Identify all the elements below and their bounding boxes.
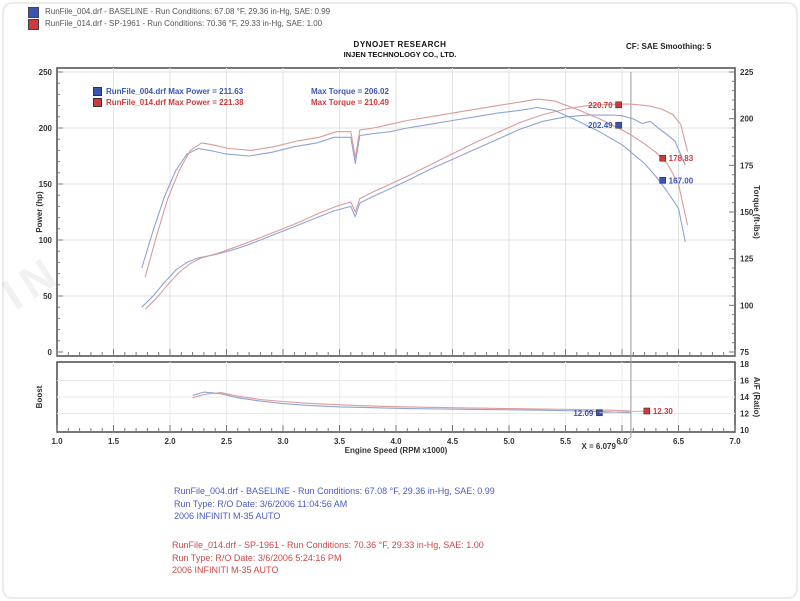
callout-marker — [659, 154, 666, 162]
correction-smoothing-label: CF: SAE Smoothing: 5 — [626, 42, 712, 51]
baseline-afr-curve — [192, 391, 632, 414]
rpm-tick-label: 2.0 — [164, 437, 176, 446]
sp1961-conditions-line: RunFile_014.drf - SP-1961 - Run Conditio… — [172, 540, 484, 550]
baseline-max-torque: Max Torque = 206.02 — [311, 87, 389, 96]
torque-tick-label: 75 — [740, 348, 749, 357]
baseline-vehicle-line: 2006 INFINITI M-35 AUTO — [174, 511, 281, 521]
torque-tick-label: 125 — [740, 255, 754, 264]
max-values-baseline: RunFile_004.drf Max Power = 211.63 Max T… — [93, 86, 389, 97]
callout-value: 202.49 — [588, 121, 613, 130]
legend-row-baseline: RunFile_004.drf - BASELINE - Run Conditi… — [28, 6, 330, 18]
afr-tick-label: 10 — [740, 426, 749, 435]
power-tick-label: 150 — [39, 180, 53, 189]
power-axis-title: Power (hp) — [35, 191, 44, 233]
rpm-tick-label: 6.0 — [616, 437, 628, 446]
callout-marker — [643, 407, 651, 415]
run-file-legend: RunFile_004.drf - BASELINE - Run Conditi… — [28, 6, 330, 30]
afr-tick-label: 16 — [740, 377, 749, 386]
torque-axis-title: Torque (ft-lbs) — [752, 185, 761, 239]
sp1961-afr-curve — [192, 391, 632, 412]
afr-axis-title: A/F (Ratio) — [752, 377, 761, 418]
callout-value: 12.30 — [653, 407, 674, 416]
rpm-tick-label: 6.5 — [673, 437, 685, 446]
callout-marker — [615, 121, 622, 129]
baseline-torque-curve — [141, 106, 686, 269]
power-tick-label: 0 — [48, 348, 53, 357]
torque-tick-label: 200 — [740, 115, 754, 124]
legend-row-sp1961-text: RunFile_014.drf - SP-1961 - Run Conditio… — [45, 19, 323, 28]
power-tick-label: 100 — [39, 236, 53, 245]
afr-tick-label: 14 — [740, 393, 749, 402]
sp1961-torque-curve — [144, 98, 689, 278]
rpm-tick-label: 5.5 — [560, 437, 572, 446]
callout-value: 220.70 — [588, 101, 613, 110]
afr-tick-label: 12 — [740, 410, 749, 419]
sp1961-swatch-small — [93, 98, 102, 107]
rpm-tick-label: 1.0 — [51, 437, 63, 446]
afr-tick-label: 18 — [740, 360, 749, 369]
rpm-tick-label: 1.5 — [108, 437, 120, 446]
rpm-tick-label: 2.5 — [221, 437, 233, 446]
rpm-tick-label: 4.5 — [447, 437, 459, 446]
torque-tick-label: 175 — [740, 161, 754, 170]
callout-marker — [615, 101, 622, 109]
legend-row-baseline-text: RunFile_004.drf - BASELINE - Run Conditi… — [45, 7, 331, 16]
max-values-sp1961: RunFile_014.drf Max Power = 221.38 Max T… — [93, 97, 389, 108]
dynojet-title: DYNOJET RESEARCH — [353, 40, 447, 49]
boost-axis-title: Boost — [35, 385, 44, 408]
torque-tick-label: 150 — [740, 208, 754, 217]
cursor-x-label: X = 6.079 — [581, 442, 616, 451]
baseline-max-power: RunFile_004.drf Max Power = 211.63 — [106, 87, 244, 96]
baseline-run-details: RunFile_004.drf - BASELINE - Run Conditi… — [174, 485, 495, 523]
cursor-leader — [618, 436, 632, 446]
sp1961-max-torque: Max Torque = 210.49 — [311, 98, 389, 107]
rpm-tick-label: 3.0 — [277, 437, 289, 446]
baseline-swatch-small — [93, 87, 102, 96]
torque-tick-label: 225 — [740, 68, 754, 77]
callout-connector — [599, 410, 647, 414]
rpm-tick-label: 5.0 — [503, 437, 515, 446]
callout-value: 167.00 — [669, 176, 694, 185]
power-tick-label: 200 — [39, 124, 53, 133]
report-title: DYNOJET RESEARCH INJEN TECHNOLOGY CO., L… — [250, 40, 550, 59]
baseline-color-swatch — [28, 6, 39, 18]
power-tick-label: 250 — [39, 68, 53, 77]
sp1961-date-line: Run Type: R/O Date: 3/6/2006 5:24:16 PM — [172, 552, 342, 563]
sp1961-max-power: RunFile_014.drf Max Power = 221.38 — [106, 98, 244, 107]
rpm-tick-label: 4.0 — [390, 437, 402, 446]
sp1961-run-details: RunFile_014.drf - SP-1961 - Run Conditio… — [172, 539, 484, 577]
torque-tick-label: 100 — [740, 301, 754, 310]
x-axis-title: Engine Speed (RPM x1000) — [345, 446, 448, 455]
rpm-tick-label: 7.0 — [729, 437, 741, 446]
baseline-conditions-line: RunFile_004.drf - BASELINE - Run Conditi… — [174, 486, 495, 496]
legend-row-sp1961: RunFile_014.drf - SP-1961 - Run Conditio… — [28, 18, 330, 30]
callout-value: 12.09 — [573, 409, 594, 418]
callout-value: 178.83 — [669, 154, 694, 163]
callout-marker — [659, 176, 666, 184]
baseline-date-line: Run Type: R/O Date: 3/6/2006 11:04:56 AM — [174, 498, 348, 509]
max-values-legend: RunFile_004.drf Max Power = 211.63 Max T… — [93, 86, 389, 108]
power-tick-label: 50 — [43, 292, 52, 301]
rpm-tick-label: 3.5 — [334, 437, 346, 446]
company-title: INJEN TECHNOLOGY CO., LTD. — [343, 50, 457, 59]
sp1961-power-curve — [144, 103, 689, 310]
sp1961-color-swatch — [28, 18, 39, 30]
sp1961-vehicle-line: 2006 INFINITI M-35 AUTO — [172, 565, 279, 575]
